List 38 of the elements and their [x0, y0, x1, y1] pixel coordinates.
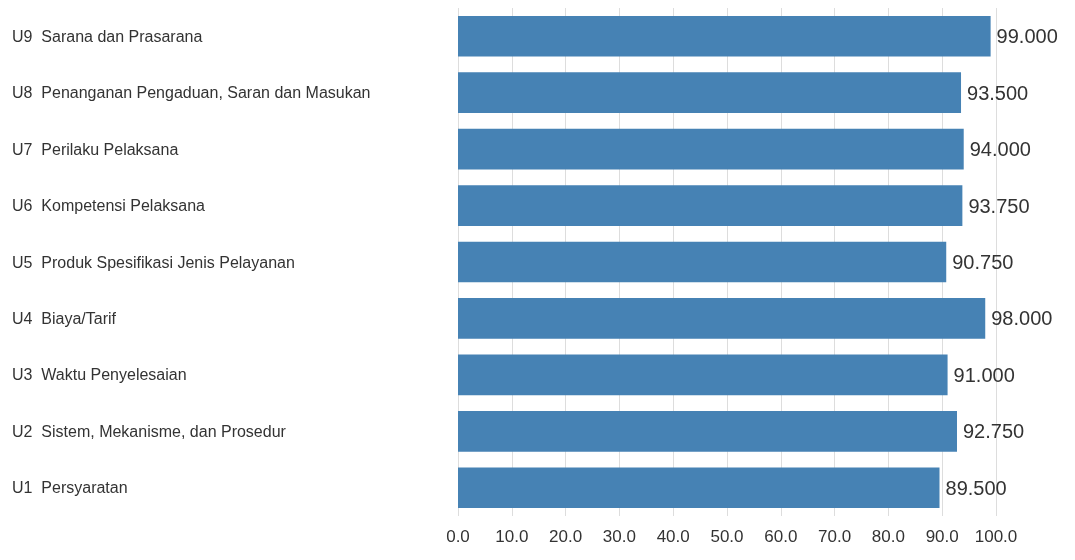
bar: [458, 15, 991, 57]
bar: [458, 354, 948, 396]
data-label: 91.000: [953, 363, 1015, 386]
y-tick-label: U2 Sistem, Mekanisme, dan Prosedur: [12, 422, 287, 440]
y-tick-label: U9 Sarana dan Prasarana: [12, 27, 203, 45]
data-label: 93.750: [968, 194, 1030, 217]
data-label: 93.500: [967, 81, 1029, 104]
x-tick-label: 80.0: [871, 527, 905, 546]
y-tick-label: U3 Waktu Penyelesaian: [12, 366, 187, 384]
x-tick-label: 90.0: [925, 527, 959, 546]
bar: [458, 467, 940, 509]
bar: [458, 411, 957, 452]
data-label: 89.500: [945, 476, 1007, 499]
x-tick-label: 10.0: [495, 527, 529, 546]
data-label: 94.000: [969, 138, 1031, 161]
data-label: 92.750: [962, 420, 1025, 443]
bar: [458, 241, 947, 283]
x-tick-label: 50.0: [710, 527, 744, 546]
x-tick-label: 30.0: [602, 527, 636, 546]
x-tick-label: 70.0: [818, 527, 852, 546]
bar: [458, 72, 962, 113]
y-tick-label: U4 Biaya/Tarif: [12, 309, 117, 327]
y-tick-label: U6 Kompetensi Pelaksana: [12, 197, 206, 215]
x-tick-label: 40.0: [656, 527, 690, 546]
data-label: 99.000: [996, 25, 1058, 48]
data-label: 90.750: [952, 251, 1014, 273]
y-tick-label: U7 Perilaku Pelaksana: [12, 140, 179, 158]
x-tick-label: 100.0: [974, 527, 1018, 546]
x-tick-label: 20.0: [549, 527, 583, 546]
x-tick-label: 60.0: [764, 527, 798, 546]
y-tick-label: U5 Produk Spesifikasi Jenis Pelayanan: [12, 253, 295, 271]
y-tick-label: U8 Penanganan Pengaduan, Saran dan Masukan: [12, 84, 371, 102]
data-label: 98.000: [991, 307, 1053, 330]
y-tick-label: U1 Persyaratan: [12, 479, 128, 497]
bar: [458, 298, 986, 339]
x-tick-label: 0.0: [446, 527, 470, 546]
bar: [458, 128, 964, 170]
bar: [458, 185, 963, 226]
